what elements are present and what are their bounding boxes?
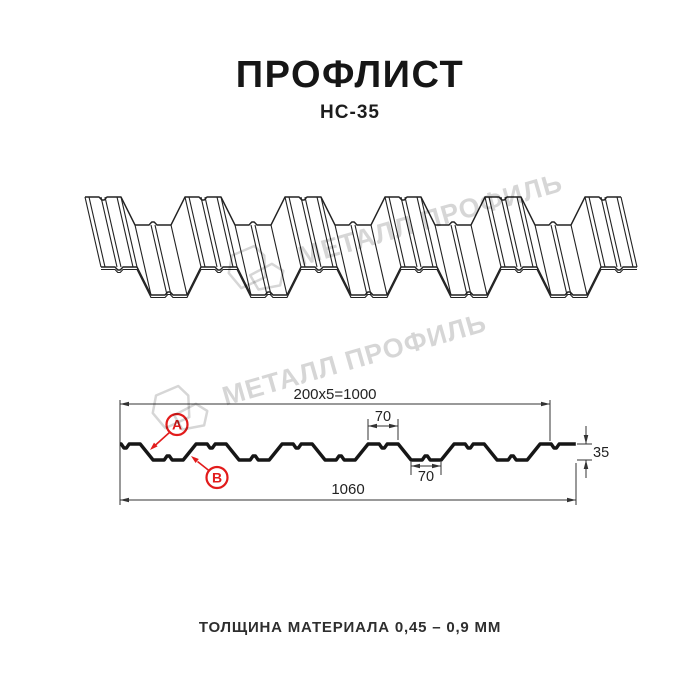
dimension-lines [119, 400, 592, 505]
dim-valley-width: 70 [418, 469, 434, 485]
marker-b-arrow [191, 456, 199, 463]
marker-a-arrow [150, 442, 158, 450]
marker-a-letter: A [172, 417, 182, 433]
page-title: ПРОФЛИСТ [235, 54, 465, 96]
marker-a-circle [165, 412, 189, 437]
metall-profil-logo-icon [151, 384, 209, 431]
marker-b: B [191, 456, 229, 490]
material-thickness-note: ТОЛЩИНА МАТЕРИАЛА 0,45 – 0,9 ММ [198, 619, 502, 636]
profile-model-subtitle: НС-35 [320, 102, 380, 123]
profile-3d-drawing [84, 196, 638, 299]
dimension-arrows [120, 401, 589, 503]
marker-b-letter: B [212, 470, 222, 486]
metall-profil-logo-icon [227, 244, 285, 291]
cross-section-drawing: 200x5=1000 70 70 35 1060 A B [119, 386, 610, 505]
dim-profile-height: 35 [593, 445, 609, 461]
sheet3d-lines [84, 196, 638, 299]
dim-working-width: 200x5=1000 [294, 386, 377, 403]
watermark-2: МЕТАЛЛ ПРОФИЛЬ [143, 297, 493, 443]
marker-a: A [150, 412, 189, 450]
marker-b-circle [205, 465, 229, 490]
profile-cross-section-outline [119, 442, 576, 462]
dim-overall-width: 1060 [331, 481, 364, 498]
dim-crest-width: 70 [375, 409, 391, 425]
watermark-1: МЕТАЛЛ ПРОФИЛЬ [219, 157, 569, 303]
dimension-labels: 200x5=1000 70 70 35 1060 [294, 386, 610, 498]
